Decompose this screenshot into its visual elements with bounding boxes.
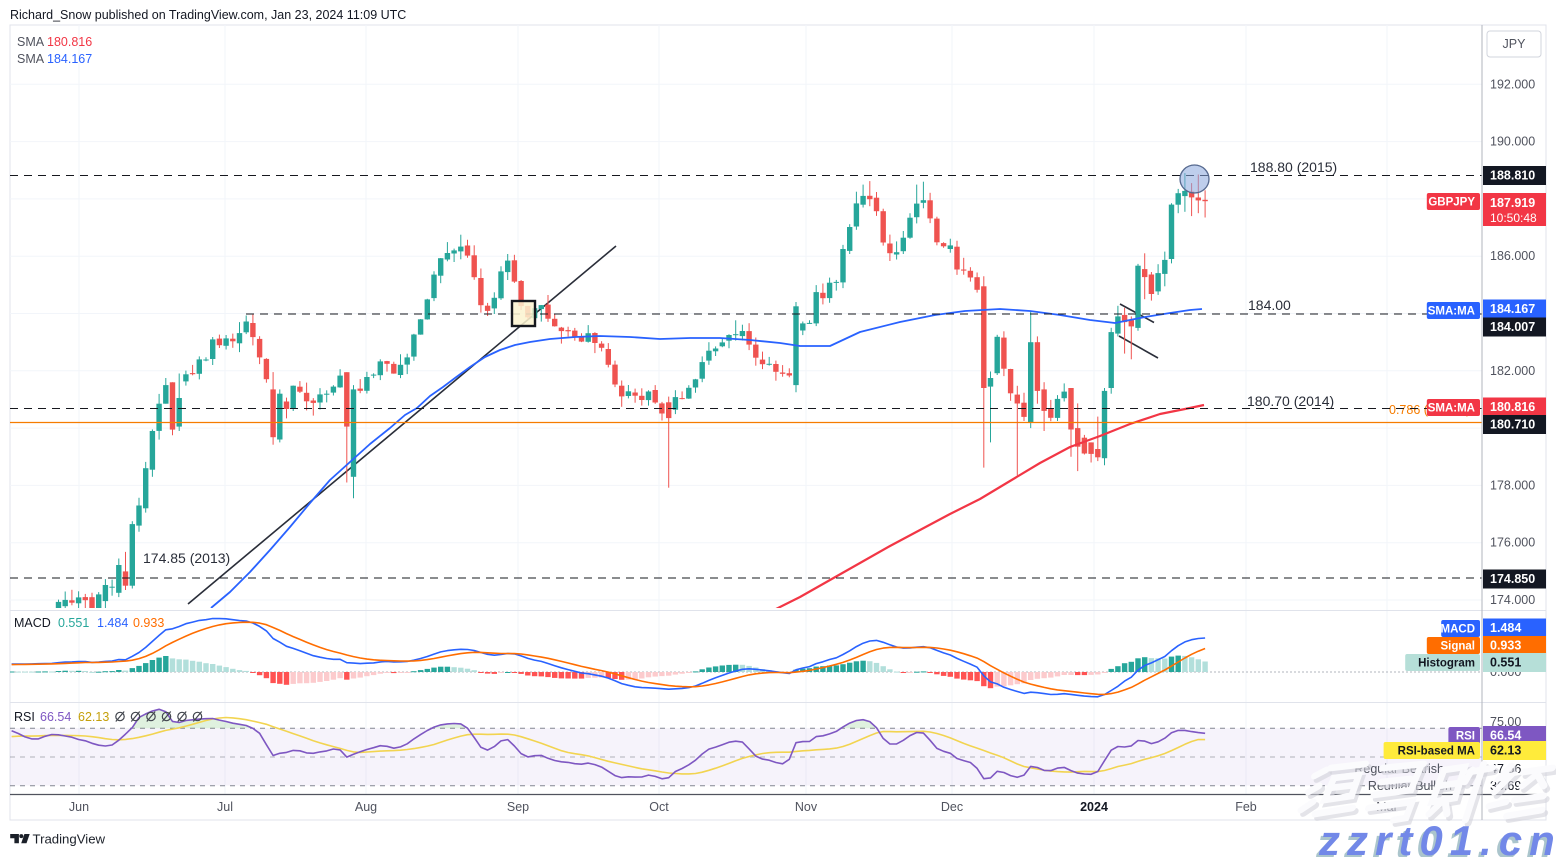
svg-text:62.13: 62.13 xyxy=(78,710,109,724)
svg-text:184.167: 184.167 xyxy=(47,52,92,66)
svg-text:Oct: Oct xyxy=(649,800,669,814)
svg-text:10:50:48: 10:50:48 xyxy=(1490,211,1537,225)
svg-text:Signal: Signal xyxy=(1440,641,1475,653)
svg-text:174.850: 174.850 xyxy=(1490,572,1535,586)
svg-text:zzrt01.cn: zzrt01.cn xyxy=(1315,820,1556,857)
svg-text:Dec: Dec xyxy=(941,800,963,814)
svg-text:180.70 (2014): 180.70 (2014) xyxy=(1247,393,1334,409)
svg-text:JPY: JPY xyxy=(1503,37,1527,51)
svg-text:2024: 2024 xyxy=(1080,800,1108,814)
svg-text:Aug: Aug xyxy=(355,800,377,814)
svg-text:174.000: 174.000 xyxy=(1490,593,1535,607)
svg-text:SMA: SMA xyxy=(17,52,45,66)
svg-text:188.810: 188.810 xyxy=(1490,169,1535,183)
svg-text:184.00: 184.00 xyxy=(1248,297,1291,313)
svg-text:SMA:MA: SMA:MA xyxy=(1428,306,1475,318)
svg-text:180.816: 180.816 xyxy=(1490,400,1535,414)
svg-text:75.00: 75.00 xyxy=(1490,715,1521,729)
svg-text:188.80 (2015): 188.80 (2015) xyxy=(1250,159,1337,175)
svg-text:Jun: Jun xyxy=(69,800,89,814)
svg-text:Sep: Sep xyxy=(507,800,529,814)
svg-text:62.13: 62.13 xyxy=(1490,744,1521,758)
svg-text:178.000: 178.000 xyxy=(1490,478,1535,492)
svg-text:187.919: 187.919 xyxy=(1490,196,1535,210)
svg-text:RSI-based MA: RSI-based MA xyxy=(1398,746,1475,758)
svg-text:180.710: 180.710 xyxy=(1490,418,1535,432)
svg-text:184.007: 184.007 xyxy=(1490,320,1535,334)
svg-text:SMA:MA: SMA:MA xyxy=(1428,403,1475,415)
svg-text:Richard_Snow published on Trad: Richard_Snow published on TradingView.co… xyxy=(10,8,406,22)
svg-text:0.933: 0.933 xyxy=(133,616,164,630)
svg-text:Jul: Jul xyxy=(217,800,233,814)
svg-text:MACD: MACD xyxy=(1441,624,1476,636)
svg-text:180.816: 180.816 xyxy=(47,35,92,49)
svg-text:zzrt01.cn: zzrt01.cn xyxy=(1318,817,1556,857)
svg-text:0.933: 0.933 xyxy=(1490,639,1521,653)
svg-text:SMA: SMA xyxy=(17,35,45,49)
svg-text:RSI: RSI xyxy=(14,710,35,724)
svg-text:1.484: 1.484 xyxy=(97,616,128,630)
svg-text:182.000: 182.000 xyxy=(1490,364,1535,378)
svg-text:186.000: 186.000 xyxy=(1490,249,1535,263)
svg-text:192.000: 192.000 xyxy=(1490,77,1535,91)
svg-text:TradingView: TradingView xyxy=(33,832,106,847)
svg-text:184.167: 184.167 xyxy=(1490,302,1535,316)
svg-text:174.85 (2013): 174.85 (2013) xyxy=(143,550,230,566)
svg-text:190.000: 190.000 xyxy=(1490,135,1535,149)
svg-text:GBPJPY: GBPJPY xyxy=(1428,197,1475,209)
svg-text:0.551: 0.551 xyxy=(1490,656,1521,670)
svg-text:Histogram: Histogram xyxy=(1418,658,1475,670)
svg-text:Nov: Nov xyxy=(795,800,818,814)
svg-text:1.484: 1.484 xyxy=(1490,621,1521,635)
svg-text:66.54: 66.54 xyxy=(40,710,71,724)
svg-text:0.551: 0.551 xyxy=(58,616,89,630)
svg-text:Feb: Feb xyxy=(1235,800,1257,814)
svg-text:RSI: RSI xyxy=(1456,731,1475,743)
svg-text:MACD: MACD xyxy=(14,616,51,630)
svg-text:66.54: 66.54 xyxy=(1490,729,1521,743)
svg-text:176.000: 176.000 xyxy=(1490,536,1535,550)
